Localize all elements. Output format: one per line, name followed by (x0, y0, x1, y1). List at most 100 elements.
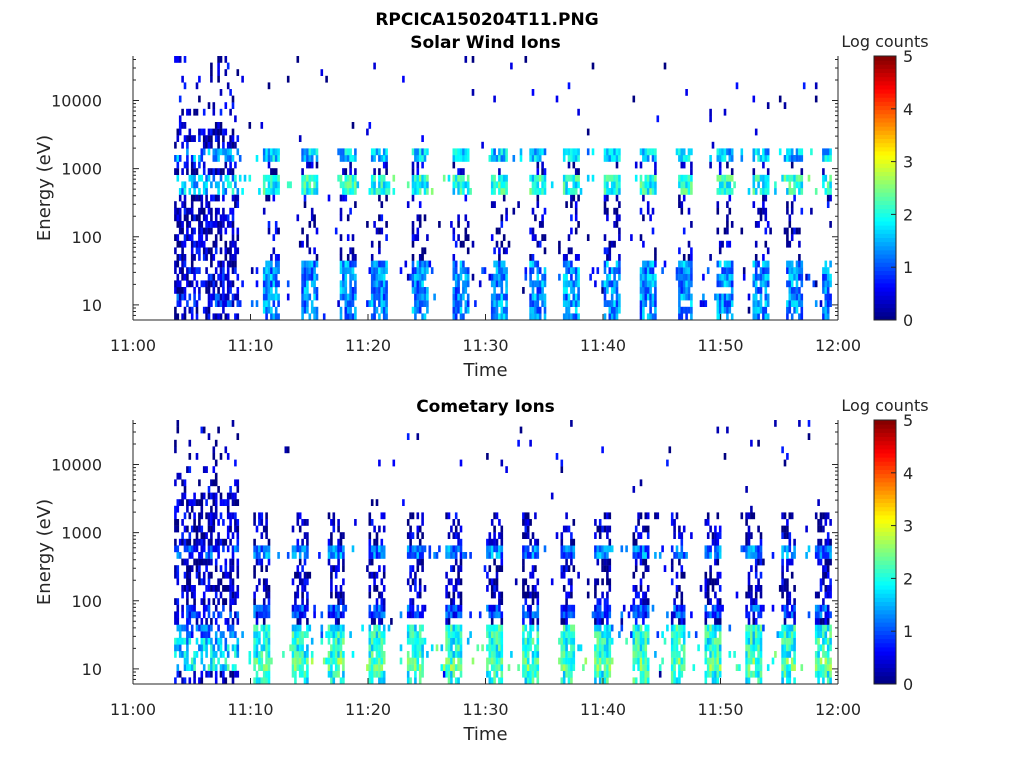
heatmap-cell (342, 651, 345, 658)
colorbar-step (874, 183, 896, 189)
heatmap-cell (574, 293, 578, 301)
heatmap-cell (418, 552, 422, 559)
heatmap-cell (786, 624, 789, 632)
heatmap-cell (421, 604, 424, 612)
heatmap-cell (421, 254, 424, 261)
heatmap-cell (774, 188, 777, 195)
heatmap-cell (714, 532, 717, 539)
heatmap-cell (762, 558, 765, 566)
heatmap-cell (567, 565, 571, 572)
heatmap-cell (534, 188, 537, 195)
heatmap-cell (310, 174, 314, 182)
heatmap-cell (642, 670, 645, 678)
heatmap-cell (572, 313, 576, 321)
heatmap-cell (327, 664, 331, 671)
heatmap-cell (524, 664, 528, 671)
heatmap-cell (217, 486, 220, 493)
heatmap-cell (183, 273, 187, 281)
heatmap-cell (680, 313, 684, 321)
heatmap-cell (330, 591, 333, 599)
heatmap-cell (375, 148, 379, 156)
heatmap-cell (819, 624, 823, 632)
heatmap-cell (646, 631, 650, 638)
heatmap-cell (690, 254, 693, 261)
heatmap-cell (726, 280, 729, 288)
heatmap-cell (226, 644, 230, 652)
heatmap-cell (406, 637, 410, 645)
heatmap-cell (178, 188, 182, 195)
heatmap-cell (176, 545, 180, 553)
heatmap-cell (757, 631, 760, 638)
heatmap-cell (572, 637, 576, 645)
heatmap-cell (236, 591, 240, 599)
heatmap-cell (224, 618, 228, 625)
heatmap-cell (378, 181, 381, 189)
heatmap-cell (337, 651, 340, 658)
heatmap-cell (531, 300, 535, 307)
heatmap-cell (790, 552, 794, 559)
heatmap-cell (457, 532, 460, 539)
heatmap-cell (783, 512, 787, 520)
heatmap-cell (757, 558, 760, 566)
heatmap-cell (543, 207, 547, 215)
heatmap-cell (224, 637, 228, 645)
heatmap-cell (697, 644, 700, 652)
heatmap-cell (500, 598, 504, 605)
heatmap-cell (219, 234, 223, 241)
heatmap-cell (418, 631, 422, 638)
heatmap-cell (613, 181, 616, 189)
heatmap-cell (337, 545, 340, 553)
heatmap-cell (178, 115, 182, 123)
heatmap-cell (764, 227, 768, 235)
heatmap-cell (231, 492, 235, 500)
heatmap-cell (306, 571, 309, 579)
heatmap-cell (411, 644, 415, 652)
heatmap-cell (212, 280, 216, 288)
heatmap-cell (454, 155, 458, 162)
heatmap-cell (306, 260, 309, 268)
heatmap-cell (817, 624, 820, 632)
heatmap-cell (462, 181, 465, 189)
heatmap-cell (644, 611, 648, 619)
heatmap-cell (298, 545, 302, 553)
heatmap-cell (718, 670, 722, 678)
heatmap-cell (234, 260, 237, 268)
heatmap-cell (320, 611, 324, 619)
heatmap-cell (459, 267, 463, 274)
heatmap-cell (716, 293, 720, 301)
heatmap-cell (339, 538, 343, 546)
heatmap-cell (270, 188, 273, 195)
heatmap-cell (265, 565, 268, 572)
heatmap-cell (409, 512, 412, 520)
heatmap-cell (186, 135, 189, 142)
heatmap-cell (385, 234, 388, 241)
heatmap-cell (642, 591, 645, 599)
heatmap-cell (267, 545, 271, 553)
heatmap-cell (193, 558, 196, 566)
heatmap-cell (200, 538, 204, 546)
heatmap-cell (236, 69, 240, 76)
heatmap-cell (531, 624, 535, 632)
heatmap-cell (231, 293, 235, 301)
heatmap-cell (457, 591, 460, 599)
heatmap-cell (202, 558, 206, 566)
heatmap-cell (649, 214, 652, 222)
heatmap-cell (536, 618, 540, 625)
heatmap-cell (781, 578, 784, 586)
heatmap-cell (793, 664, 796, 671)
heatmap-cell (793, 631, 796, 638)
heatmap-cell (721, 155, 724, 162)
heatmap-cell (826, 552, 830, 559)
heatmap-cell (183, 545, 187, 553)
heatmap-cell (649, 260, 652, 268)
heatmap-cell (826, 657, 830, 665)
heatmap-cell (646, 188, 650, 195)
heatmap-cell (522, 287, 525, 294)
heatmap-cell (752, 604, 756, 612)
heatmap-cell (601, 611, 604, 619)
heatmap-cell (826, 280, 830, 288)
heatmap-cell (229, 558, 232, 566)
heatmap-cell (378, 300, 381, 307)
heatmap-cell (457, 155, 460, 162)
heatmap-cell (531, 306, 535, 314)
